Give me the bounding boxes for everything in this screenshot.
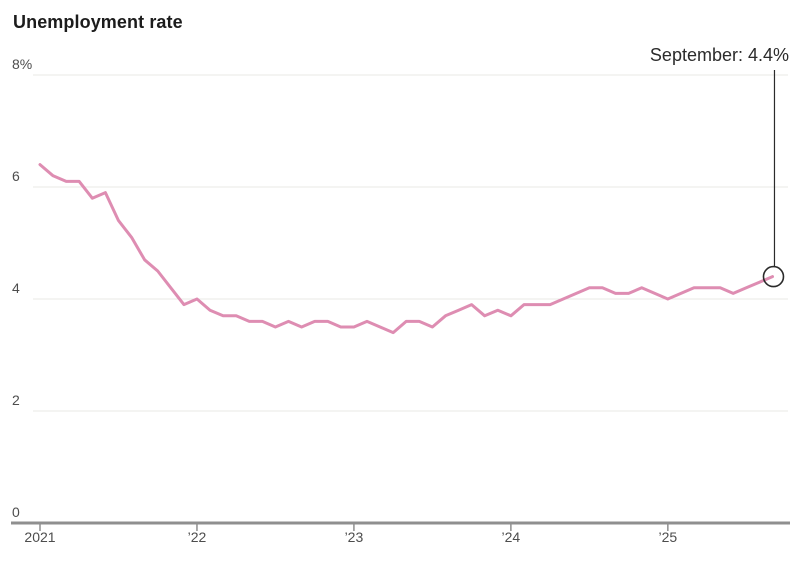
endpoint-marker	[762, 265, 785, 288]
chart-title: Unemployment rate	[13, 12, 183, 32]
endpoint-annotation: September: 4.4%	[649, 45, 789, 65]
unemployment-rate-line	[38, 163, 774, 335]
